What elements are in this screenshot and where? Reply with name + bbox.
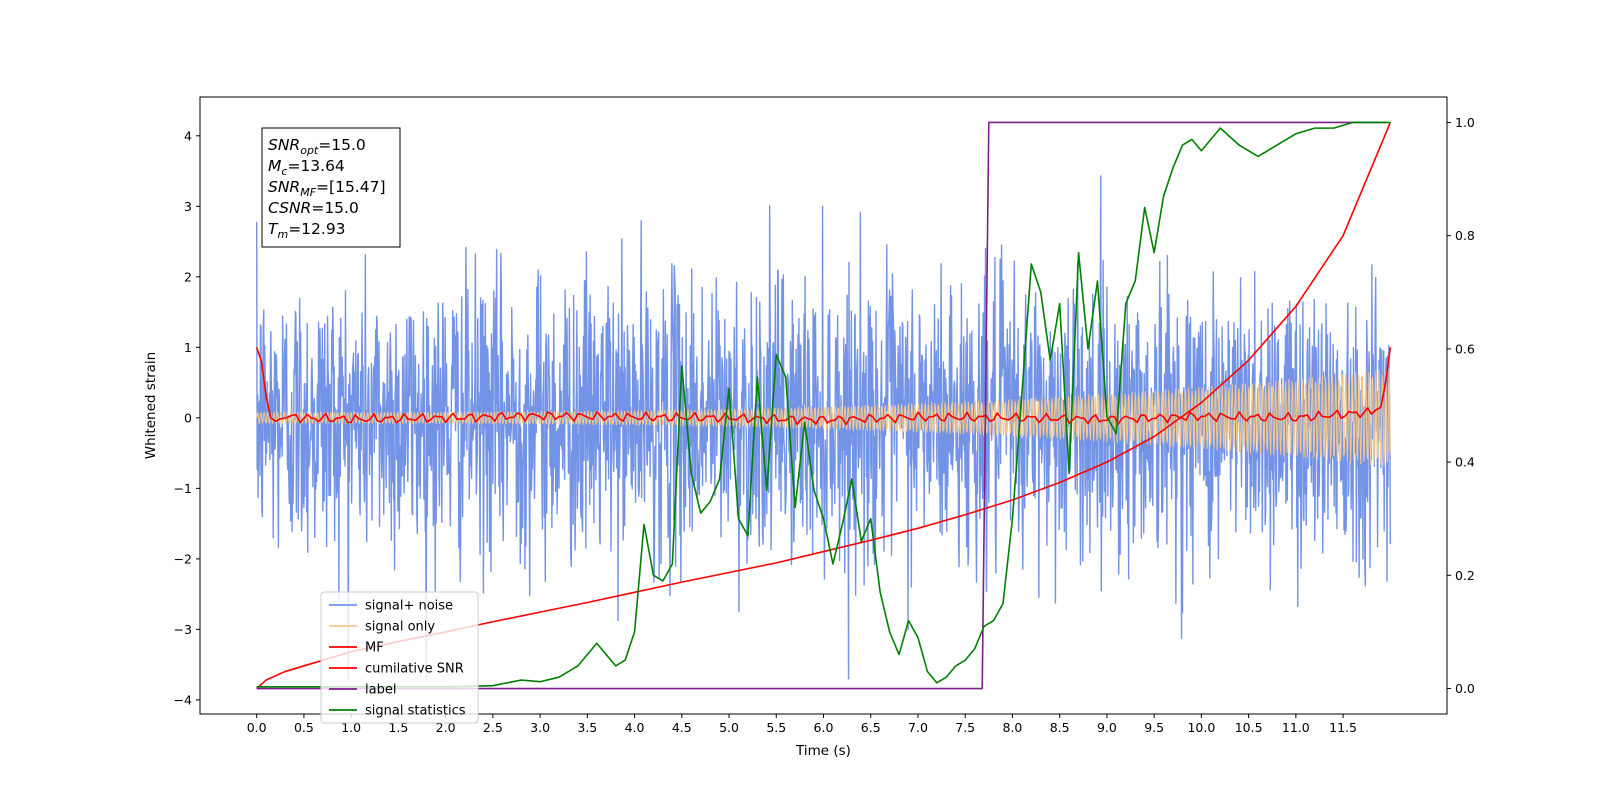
x-tick-label: 8.0: [1002, 720, 1022, 735]
x-tick-label: 4.5: [672, 720, 692, 735]
legend-frame: [320, 591, 479, 724]
y-tick-label: −3: [174, 622, 192, 637]
x-axis-label: Time (s): [795, 743, 851, 759]
y2-tick-label: 0.4: [1455, 455, 1475, 470]
y-tick-label: −4: [174, 692, 192, 707]
info-line: Tm=12.93: [268, 220, 346, 241]
legend-entry: cumilative SNR: [365, 662, 464, 677]
y-tick-label: −1: [174, 481, 192, 496]
series-line-mf: [255, 347, 1392, 426]
y2-tick-label: 0.0: [1455, 681, 1475, 696]
y2-tick-label: 0.8: [1455, 228, 1475, 243]
legend-entry: signal only: [365, 620, 435, 635]
x-tick-label: 1.0: [341, 720, 361, 735]
x-tick-label: 5.5: [766, 720, 786, 735]
x-tick-label: 11.5: [1329, 720, 1357, 735]
x-tick-label: 1.5: [388, 720, 408, 735]
axes: 0.0 0.5 1.0 1.5 2.0 2.5 3.0 3.5 4.0 4.5 5.0 5.5 6.0 6…: [174, 115, 1475, 735]
x-tick-label: 7.5: [955, 720, 975, 735]
x-tick-label: 10.5: [1235, 720, 1263, 735]
x-tick-label: 6.5: [861, 720, 881, 735]
y-tick-label: 2: [184, 269, 192, 284]
info-value: =12.93: [288, 220, 345, 238]
info-value: =[15.47]: [316, 178, 385, 196]
info-box-frame: [261, 127, 401, 248]
info-line: SNRopt=15.0: [268, 136, 366, 157]
y-tick-label: 0: [184, 410, 192, 425]
legend: signal+ noise signal only MF cumilative SNR…: [320, 591, 479, 724]
series-line-signal-noise: [255, 175, 1392, 680]
x-tick-label: 11.0: [1282, 720, 1310, 735]
y-tick-label: 1: [184, 340, 192, 355]
series-line-signal-statistics: [256, 121, 1391, 688]
x-tick-label: 9.0: [1097, 720, 1117, 735]
info-subscript: MF: [300, 186, 316, 199]
y-tick-label: 4: [184, 128, 192, 143]
x-tick-label: 2.0: [436, 720, 456, 735]
legend-entry: signal statistics: [365, 704, 466, 719]
series-line-label: [256, 121, 1386, 690]
x-tick-label: 2.5: [483, 720, 503, 735]
info-symbol: M: [268, 157, 281, 175]
y2-tick-label: 0.6: [1455, 341, 1475, 356]
x-tick-label: 3.0: [530, 720, 550, 735]
info-subscript: opt: [300, 144, 319, 157]
x-tick-label: 8.5: [1050, 720, 1070, 735]
info-box: SNRopt=15.0Mc=13.64SNRMF=[15.47]CSNR=15.…: [261, 127, 401, 248]
x-tick-label: 5.0: [719, 720, 739, 735]
x-tick-label: 7.0: [908, 720, 928, 735]
x-tick-label: 9.5: [1144, 720, 1164, 735]
x-tick-label: 6.0: [814, 720, 834, 735]
info-subscript: c: [281, 165, 287, 178]
x-tick-label: 0.5: [294, 720, 314, 735]
y-tick-label: −2: [174, 551, 192, 566]
x-tick-label: 3.5: [577, 720, 597, 735]
legend-entry: label: [365, 683, 396, 698]
info-symbol: SNR: [268, 136, 300, 154]
info-value: =15.0: [318, 136, 366, 154]
info-line: SNRMF=[15.47]: [268, 178, 386, 199]
info-symbol: T: [268, 220, 279, 238]
info-subscript: m: [277, 228, 288, 241]
x-tick-label: 4.0: [625, 720, 645, 735]
legend-entry: signal+ noise: [365, 599, 453, 614]
y2-tick-label: 1.0: [1455, 115, 1475, 130]
info-symbol: CSNR: [268, 199, 311, 217]
y-axis-label: Whitened strain: [143, 352, 159, 459]
y2-tick-label: 0.2: [1455, 568, 1475, 583]
x-tick-label: 10.0: [1187, 720, 1215, 735]
info-line: CSNR=15.0: [268, 199, 359, 217]
x-tick-label: 0.0: [247, 720, 267, 735]
info-value: =15.0: [311, 199, 359, 217]
info-symbol: SNR: [268, 178, 300, 196]
info-line: Mc=13.64: [268, 157, 345, 178]
legend-entry: MF: [365, 641, 384, 656]
info-value: =13.64: [287, 157, 344, 175]
y-tick-label: 3: [184, 199, 192, 214]
